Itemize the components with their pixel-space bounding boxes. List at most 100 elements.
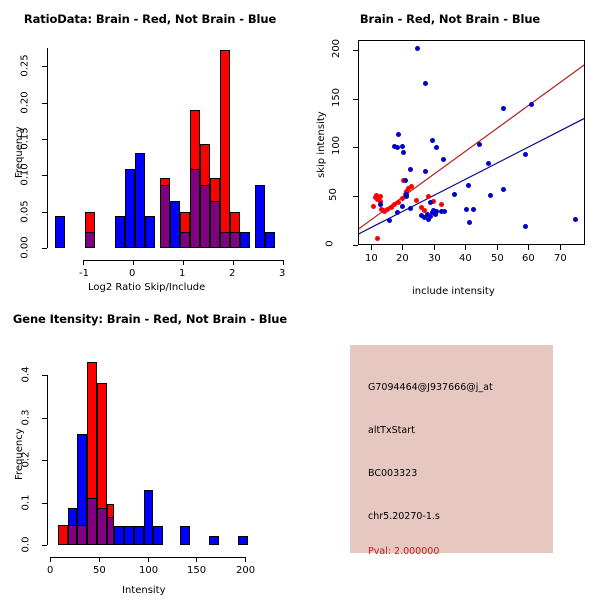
scatter-point <box>371 204 377 210</box>
scatter-xtick <box>465 245 466 250</box>
scatter-point <box>385 207 391 213</box>
intensity-scatter-title: Brain - Red, Not Brain - Blue <box>359 12 541 26</box>
gene-intensity-xtick <box>148 557 149 562</box>
scatter-point <box>465 182 471 188</box>
ratio-histogram-xtick-label: 2 <box>229 268 236 279</box>
scatter-xtick-label: 60 <box>522 253 535 264</box>
scatter-point <box>399 195 405 201</box>
scatter-xtick <box>371 245 372 250</box>
histogram-bar-overlap <box>67 525 78 545</box>
ratio-histogram-ytick-label: 0.00 <box>19 236 31 259</box>
histogram-bar-not-brain <box>255 185 265 248</box>
ratio-histogram-ytick <box>42 212 47 213</box>
gene-intensity-ytick <box>42 375 47 376</box>
histogram-bar-brain <box>57 525 68 545</box>
scatter-point <box>401 149 407 155</box>
gene-intensity-ytick <box>42 460 47 461</box>
gene-intensity-xtick-label: 50 <box>93 565 106 576</box>
scatter-point <box>396 199 402 205</box>
ratio-histogram-xtick-label: 1 <box>179 268 186 279</box>
pvalue-label: Pval: 2.000000 <box>368 546 440 557</box>
scatter-point <box>413 197 419 203</box>
gene-intensity-xtick <box>245 557 246 562</box>
scatter-point <box>396 132 402 138</box>
gene-intensity-xtick <box>99 557 100 562</box>
gene-intensity-xaxis <box>50 557 246 558</box>
scatter-point <box>439 209 445 215</box>
scatter-point <box>573 217 579 223</box>
scatter-point <box>421 215 427 221</box>
scatter-point <box>522 151 528 157</box>
scatter-point <box>399 143 405 149</box>
gene-intensity-xtick-label: 0 <box>47 565 54 576</box>
scatter-point <box>409 183 415 189</box>
gene-intensity-yaxis <box>47 375 48 545</box>
histogram-bar-overlap <box>160 185 170 248</box>
ratio-histogram-ytick-label: 0.20 <box>19 91 31 114</box>
histogram-bar-not-brain <box>145 216 155 248</box>
histogram-bar-overlap <box>190 169 200 248</box>
scatter-point <box>426 217 432 223</box>
histogram-bar-overlap <box>200 185 210 248</box>
scatter-xtick <box>497 245 498 250</box>
histogram-bar-brain <box>220 50 230 248</box>
scatter-point <box>378 193 384 199</box>
scatter-point <box>404 188 410 194</box>
ratio-histogram-ytick-label: 0.15 <box>19 127 31 150</box>
gene-info-panel: G7094464@J937666@j_at altTxStart BC00332… <box>300 300 600 600</box>
gene-intensity-xlabel: Intensity <box>122 585 166 596</box>
histogram-bar-not-brain <box>125 169 135 248</box>
ratio-histogram-xlabel: Log2 Ratio Skip/Include <box>88 282 206 293</box>
gene-intensity-ytick-label: 0.4 <box>20 366 32 383</box>
scatter-point <box>415 46 421 52</box>
scatter-point <box>423 81 429 87</box>
scatter-point <box>394 210 400 216</box>
ratio-histogram-ytick <box>42 66 47 67</box>
scatter-point <box>426 193 432 199</box>
scatter-point <box>500 186 506 192</box>
histogram-bar-not-brain <box>133 526 144 545</box>
scatter-point <box>402 178 408 184</box>
ratio-histogram-xtick <box>233 260 234 265</box>
probeset-id: G7094464@J937666@j_at <box>368 382 493 393</box>
scatter-point <box>522 223 528 229</box>
ratio-histogram-xtick <box>83 260 84 265</box>
scatter-point <box>500 105 506 111</box>
gene-intensity-ytick-label: 0.3 <box>20 409 32 426</box>
histogram-bar-not-brain <box>124 526 134 545</box>
histogram-bar-overlap <box>96 507 107 545</box>
ratio-histogram-ytick-label: 0.05 <box>19 200 31 223</box>
intensity-scatter-panel: Brain - Red, Not Brain - Blue skip inten… <box>300 0 600 300</box>
histogram-bar-not-brain <box>238 535 249 545</box>
ratio-histogram-ytick-label: 0.25 <box>19 54 31 77</box>
gene-intensity-xtick-label: 100 <box>139 565 159 576</box>
histogram-bar-not-brain <box>135 153 145 248</box>
scatter-point <box>407 206 413 212</box>
histogram-bar-not-brain <box>115 216 125 248</box>
scatter-point <box>434 209 440 215</box>
scatter-point <box>375 235 381 241</box>
scatter-point <box>440 156 446 162</box>
histogram-bar-overlap <box>220 232 230 248</box>
ratio-histogram-xtick <box>283 260 284 265</box>
scatter-plot-frame <box>358 40 585 245</box>
scatter-point <box>467 220 473 226</box>
scatter-point <box>451 191 457 197</box>
locus-id: chr5.20270-1.s <box>368 511 440 522</box>
histogram-bar-not-brain <box>179 526 190 545</box>
scatter-point <box>428 214 433 220</box>
ratio-histogram-ytick-label: 0.10 <box>19 163 31 186</box>
histogram-bar-overlap <box>87 498 97 545</box>
gene-intensity-xtick <box>196 557 197 562</box>
scatter-point <box>431 198 437 204</box>
scatter-xtick <box>402 245 403 250</box>
scatter-point <box>424 212 430 218</box>
scatter-point <box>476 141 482 147</box>
ratio-histogram-xtick <box>183 260 184 265</box>
gene-intensity-panel: Gene Itensity: Brain - Red, Not Brain - … <box>0 300 300 600</box>
event-type: altTxStart <box>368 425 415 436</box>
histogram-bar-overlap <box>85 232 95 248</box>
scatter-xtick <box>560 245 561 250</box>
ratio-histogram-panel: RatioData: Brain - Red, Not Brain - Blue… <box>0 0 300 300</box>
histogram-bar-not-brain <box>170 200 180 248</box>
